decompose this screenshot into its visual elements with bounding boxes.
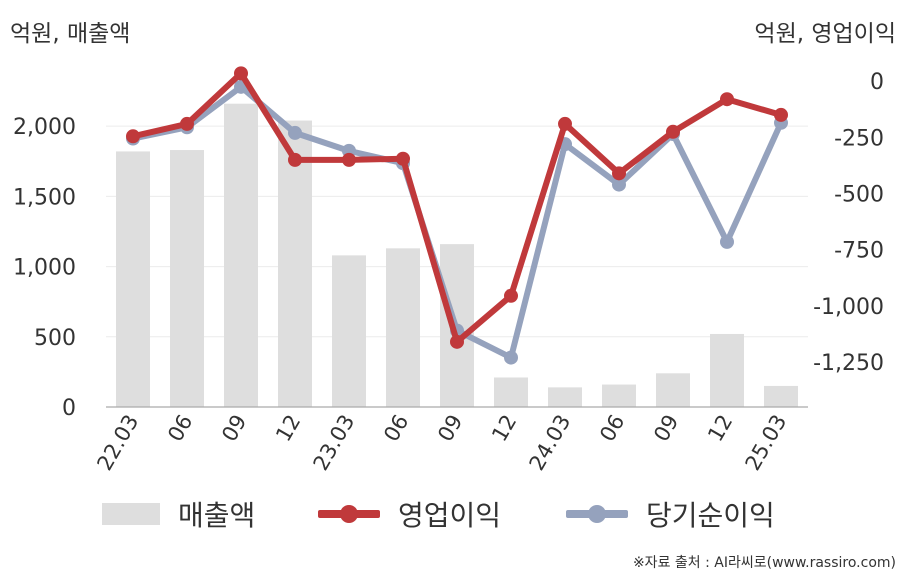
x-tick-label: 09 (433, 411, 467, 446)
x-tick-label: 12 (271, 411, 305, 446)
data-point (666, 124, 680, 139)
right-tick-label: -1,250 (813, 351, 884, 376)
data-point (288, 125, 302, 140)
x-tick-label: 22.03 (92, 411, 143, 475)
bar (548, 387, 582, 407)
x-tick-label: 09 (217, 411, 251, 446)
x-tick-label: 25.03 (740, 411, 791, 475)
bar (278, 120, 312, 408)
legend-swatch-net-income (566, 505, 628, 523)
right-tick-label: -1,000 (813, 295, 884, 320)
data-point (396, 151, 410, 166)
left-tick-label: 500 (34, 326, 76, 351)
bar (116, 151, 150, 407)
x-tick-label: 12 (703, 411, 737, 446)
left-tick-label: 1,500 (13, 185, 76, 210)
bar (170, 150, 204, 407)
legend-item-net-income: 당기순이익 (566, 492, 775, 536)
data-point (342, 152, 356, 167)
left-tick-label: 1,000 (13, 256, 76, 281)
data-point (720, 234, 734, 249)
bar (602, 384, 636, 407)
bar (386, 248, 420, 407)
data-point (234, 66, 248, 81)
bar (656, 373, 690, 407)
profit-lines (126, 66, 788, 365)
right-axis-unit-label: 억원, 영업이익 (754, 21, 896, 47)
x-tick-label: 12 (487, 411, 521, 446)
data-point (774, 107, 788, 122)
data-point (612, 177, 626, 192)
source-credit: ※자료 출처 : AI라씨로(www.rassiro.com) (632, 555, 896, 571)
legend-label-net-income: 당기순이익 (646, 499, 775, 532)
x-tick-label: 06 (379, 411, 413, 446)
x-tick-label: 06 (163, 411, 197, 446)
data-point (180, 116, 194, 131)
revenue-bars (116, 103, 798, 408)
x-tick-label: 09 (649, 411, 683, 446)
right-tick-label: -750 (834, 239, 884, 264)
x-tick-label: 06 (595, 411, 629, 446)
data-point (558, 116, 572, 131)
data-point (450, 334, 464, 349)
right-tick-label: -500 (834, 183, 884, 208)
x-tick-label: 23.03 (308, 411, 359, 475)
data-point (288, 152, 302, 167)
data-point (612, 166, 626, 181)
legend-label-revenue: 매출액 (178, 499, 256, 532)
left-tick-label: 2,000 (13, 115, 76, 140)
bar (332, 255, 366, 407)
bar (224, 103, 258, 407)
left-axis-unit-label: 억원, 매출액 (10, 21, 131, 47)
right-tick-label: -250 (834, 126, 884, 151)
x-tick-label: 24.03 (524, 411, 575, 475)
data-point (504, 288, 518, 303)
combo-chart: 0 500 1,000 1,500 2,000 0 -250 -500 -750 -1,000 -1… (13, 66, 884, 475)
bar (710, 333, 744, 407)
legend-item-revenue: 매출액 (102, 492, 255, 536)
bar (494, 377, 528, 407)
data-point (720, 92, 734, 107)
data-point (126, 129, 140, 144)
right-tick-label: 0 (870, 70, 884, 95)
legend-swatch-operating-profit (318, 505, 380, 523)
bar (764, 385, 798, 407)
legend-item-operating-profit: 영업이익 (318, 492, 501, 536)
legend: 매출액 영업이익 당기순이익 (0, 492, 908, 536)
legend-swatch-revenue (102, 503, 160, 525)
data-point (504, 350, 518, 365)
left-tick-label: 0 (62, 396, 76, 421)
legend-label-operating-profit: 영업이익 (398, 499, 502, 532)
